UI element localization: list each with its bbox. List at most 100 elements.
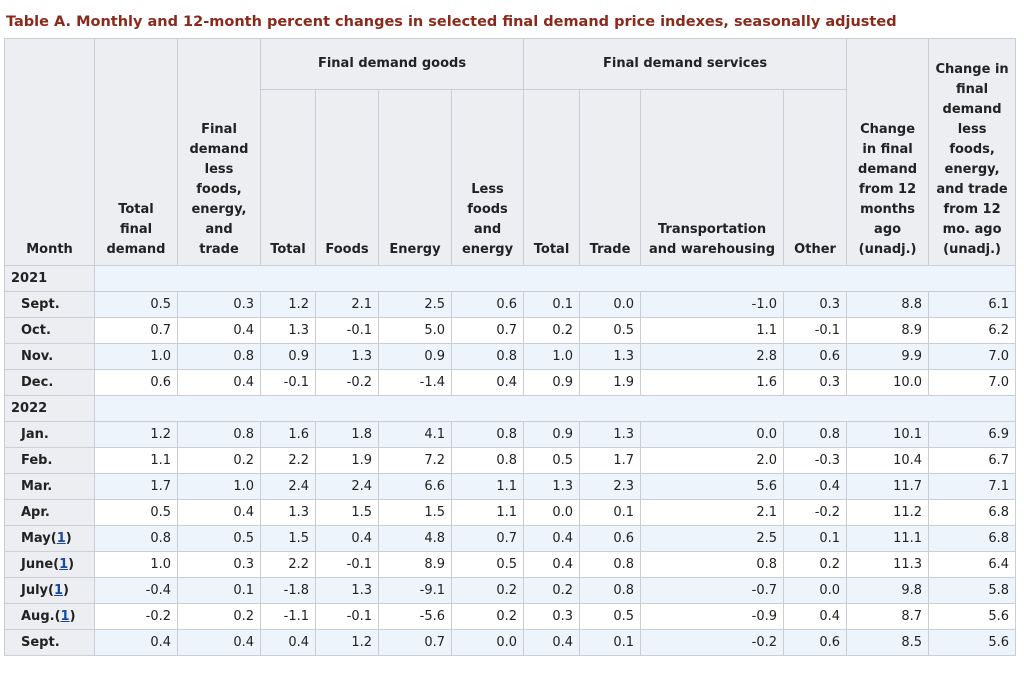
value-cell: 0.2	[523, 317, 581, 344]
value-cell: 0.0	[640, 421, 785, 448]
value-cell: 11.2	[846, 499, 930, 526]
value-cell: 2.5	[378, 291, 452, 318]
value-cell: 0.8	[177, 421, 261, 448]
value-cell: 7.1	[928, 473, 1017, 500]
value-cell: 2.1	[315, 291, 379, 318]
value-cell: 0.1	[579, 499, 642, 526]
value-cell: 0.6	[783, 343, 848, 370]
value-cell: 6.9	[928, 421, 1017, 448]
month-cell: Dec.	[4, 369, 95, 396]
value-cell: -0.7	[640, 577, 785, 604]
value-cell: -1.4	[378, 369, 452, 396]
value-cell: 1.7	[579, 447, 642, 474]
footnote-paren-open: (	[53, 557, 60, 572]
footnote-link[interactable]: 1	[60, 609, 70, 624]
value-cell: -1.0	[640, 291, 785, 318]
month-label: Sept.	[21, 635, 60, 650]
month-label: Sept.	[21, 297, 60, 312]
value-cell: 0.3	[523, 603, 581, 630]
month-label: Nov.	[21, 349, 54, 364]
year-row-filler	[93, 265, 1017, 292]
value-cell: 2.4	[315, 473, 379, 500]
month-label: Dec.	[21, 375, 54, 390]
value-cell: 0.6	[579, 525, 642, 552]
value-cell: 1.1	[94, 447, 178, 474]
header-group-goods: Final demand goods	[259, 38, 525, 90]
value-cell: 1.5	[315, 499, 379, 526]
value-cell: 1.2	[260, 291, 316, 318]
value-cell: 0.8	[450, 421, 525, 448]
value-cell: -0.1	[315, 603, 379, 630]
value-cell: 0.9	[260, 343, 316, 370]
value-cell: 0.3	[177, 291, 261, 318]
value-cell: 7.2	[378, 447, 452, 474]
value-cell: 7.0	[928, 369, 1017, 396]
value-cell: 8.8	[846, 291, 930, 318]
value-cell: 0.3	[783, 291, 848, 318]
value-cell: 0.1	[783, 525, 848, 552]
value-cell: 0.2	[450, 577, 525, 604]
month-cell: Aug.(1)	[4, 603, 95, 630]
value-cell: 2.1	[640, 499, 785, 526]
value-cell: 2.8	[640, 343, 785, 370]
header-services-trade: Trade	[579, 89, 642, 266]
month-label: May	[21, 531, 51, 546]
footnote-link[interactable]: 1	[59, 557, 69, 572]
value-cell: 1.6	[640, 369, 785, 396]
month-cell: Jan.	[4, 421, 95, 448]
value-cell: 0.4	[783, 603, 848, 630]
value-cell: 0.8	[177, 343, 261, 370]
value-cell: 5.8	[928, 577, 1017, 604]
table-row: June(1) 1.0 0.3 2.2 -0.1 8.9 0.5 0.4 0.8 0.8 0.2 11…	[4, 551, 1017, 578]
value-cell: 0.6	[783, 629, 848, 656]
value-cell: 6.7	[928, 447, 1017, 474]
value-cell: 2.3	[579, 473, 642, 500]
value-cell: 0.5	[450, 551, 525, 578]
value-cell: 8.7	[846, 603, 930, 630]
value-cell: 6.2	[928, 317, 1017, 344]
value-cell: 2.4	[260, 473, 316, 500]
year-row: 2021	[4, 265, 1017, 292]
header-goods-energy: Energy	[378, 89, 452, 266]
value-cell: 0.5	[579, 603, 642, 630]
value-cell: 1.5	[378, 499, 452, 526]
value-cell: 8.9	[378, 551, 452, 578]
value-cell: 1.3	[523, 473, 581, 500]
value-cell: 0.4	[177, 499, 261, 526]
value-cell: 9.9	[846, 343, 930, 370]
value-cell: 6.6	[378, 473, 452, 500]
header-change-less-12-months: Change in final demand less foods, energ…	[928, 38, 1017, 266]
table-title: Table A. Monthly and 12-month percent ch…	[6, 14, 897, 30]
value-cell: 1.3	[260, 317, 316, 344]
footnote-link[interactable]: 1	[53, 583, 64, 598]
value-cell: 1.0	[94, 343, 178, 370]
value-cell: 0.3	[177, 551, 261, 578]
value-cell: 4.8	[378, 525, 452, 552]
value-cell: 0.2	[523, 577, 581, 604]
table-row: Sept. 0.5 0.3 1.2 2.1 2.5 0.6 0.1 0.0 -1.0 0.3 8.8 6…	[4, 291, 1017, 318]
value-cell: 0.6	[94, 369, 178, 396]
header-total-final-demand: Total final demand	[94, 38, 178, 266]
value-cell: 4.1	[378, 421, 452, 448]
price-index-table: Month Total final demand Final demand le…	[4, 38, 1017, 656]
value-cell: 1.0	[177, 473, 261, 500]
footnote-paren-open: (	[48, 583, 54, 598]
month-cell: Sept.	[4, 291, 95, 318]
value-cell: 0.8	[579, 551, 642, 578]
value-cell: 10.1	[846, 421, 930, 448]
value-cell: 0.5	[177, 525, 261, 552]
value-cell: 0.4	[315, 525, 379, 552]
footnote-paren-close: )	[65, 531, 72, 546]
value-cell: 0.8	[640, 551, 785, 578]
footnote-paren-close: )	[69, 609, 76, 624]
footnote-link[interactable]: 1	[56, 531, 66, 546]
value-cell: -0.1	[260, 369, 316, 396]
value-cell: 0.7	[450, 525, 525, 552]
year-label: 2022	[4, 395, 95, 422]
value-cell: 1.0	[94, 551, 178, 578]
value-cell: -0.1	[315, 551, 379, 578]
header-month: Month	[4, 38, 95, 266]
month-cell: Oct.	[4, 317, 95, 344]
table-row: Sept. 0.4 0.4 0.4 1.2 0.7 0.0 0.4 0.1 -0.2 0.6 8.5 5…	[4, 629, 1017, 656]
value-cell: 2.0	[640, 447, 785, 474]
